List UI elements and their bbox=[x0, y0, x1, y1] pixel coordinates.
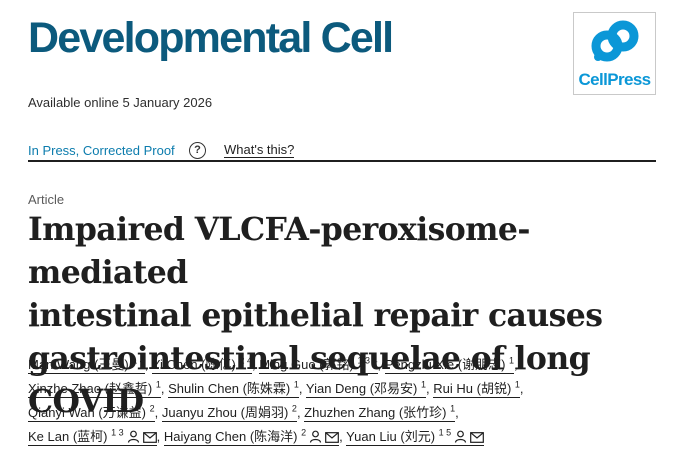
author-name: Shulin Chen (陈姝霖) bbox=[168, 381, 291, 396]
author-affiliation: 1 bbox=[293, 379, 299, 390]
help-icon[interactable]: ? bbox=[189, 142, 206, 159]
mail-icon bbox=[142, 427, 157, 451]
title-line: gastrointestinal sequelae of long COVID bbox=[28, 340, 591, 420]
author-name: Yuan Liu (刘元) bbox=[346, 429, 436, 444]
person-icon bbox=[309, 427, 322, 451]
author-affiliation: 2 4 bbox=[239, 355, 252, 366]
cellpress-symbol-icon bbox=[591, 20, 639, 62]
author-link[interactable]: Juanyu Zhou (周娟羽) 2 bbox=[161, 403, 297, 422]
author-link[interactable]: Xinzhe Zhao (赵鑫哲) 1 bbox=[28, 379, 161, 398]
author-name: Ming Guo (郭铭) bbox=[259, 357, 354, 372]
author-name: Haiyang Chen (陈海洋) bbox=[163, 429, 298, 444]
person-icon bbox=[127, 427, 140, 451]
author-affiliation: 1 bbox=[509, 355, 515, 366]
author-affiliation: 2 bbox=[149, 403, 155, 414]
author-list: Man Wang (王曼) 1 4, Yi Chen (陈亿) 2 4, Min… bbox=[28, 353, 668, 451]
author-link[interactable]: Rui Hu (胡锐) 1 bbox=[433, 379, 520, 398]
title-line: Impaired VLCFA-peroxisome-mediated bbox=[28, 211, 530, 291]
title-line: intestinal epithelial repair causes bbox=[28, 297, 603, 334]
author-name: Ke Lan (蓝柯) bbox=[28, 429, 108, 444]
author-name: Yi Chen (陈亿) bbox=[151, 357, 236, 372]
author-link[interactable]: Yian Deng (邓易安) 1 bbox=[305, 379, 427, 398]
author-name: Xinzhe Zhao (赵鑫哲) bbox=[28, 381, 153, 396]
author-link[interactable]: Man Wang (王曼) 1 4 bbox=[28, 355, 145, 374]
mail-icon bbox=[325, 427, 340, 451]
author-affiliation: 1 3 bbox=[111, 427, 124, 438]
status-bar: In Press, Corrected Proof ? What's this? bbox=[28, 142, 656, 162]
author-link[interactable]: Shulin Chen (陈姝霖) 1 bbox=[168, 379, 299, 398]
author-link[interactable]: Yi Chen (陈亿) 2 4 bbox=[151, 355, 252, 374]
author-affiliation: 1 bbox=[421, 379, 427, 390]
article-type: Article bbox=[28, 192, 65, 207]
author-name: Zhuzhen Zhang (张竹珍) bbox=[304, 405, 447, 420]
author-name: Qianyi Wan (万谦益) bbox=[28, 405, 146, 420]
author-link[interactable]: Yuan Liu (刘元) 1 5 bbox=[346, 427, 485, 446]
author-affiliation: 1 5 bbox=[438, 427, 452, 438]
cellpress-logo[interactable]: CellPress bbox=[573, 12, 656, 95]
author-name: Pengzhi Xie (谢朋志) bbox=[384, 357, 506, 372]
whats-this-link[interactable]: What's this? bbox=[224, 142, 295, 158]
mail-icon bbox=[470, 427, 485, 451]
author-name: Juanyu Zhou (周娟羽) bbox=[161, 405, 289, 420]
author-affiliation: 1 bbox=[450, 403, 456, 414]
cellpress-wordmark: CellPress bbox=[578, 70, 651, 89]
author-affiliation: 1 4 bbox=[132, 355, 145, 366]
availability-date: Available online 5 January 2026 bbox=[28, 95, 213, 110]
author-link[interactable]: Haiyang Chen (陈海洋) 2 bbox=[163, 427, 340, 446]
author-affiliation: 1 bbox=[155, 379, 161, 390]
author-name: Yian Deng (邓易安) bbox=[305, 381, 418, 396]
article-title: Impaired VLCFA-peroxisome-mediated intes… bbox=[28, 208, 668, 423]
author-link[interactable]: Qianyi Wan (万谦益) 2 bbox=[28, 403, 155, 422]
person-icon bbox=[454, 427, 467, 451]
author-link[interactable]: Pengzhi Xie (谢朋志) 1 bbox=[384, 355, 515, 374]
author-link[interactable]: Ke Lan (蓝柯) 1 3 bbox=[28, 427, 157, 446]
author-affiliation: 1 3 4 bbox=[357, 355, 378, 366]
journal-title[interactable]: Developmental Cell bbox=[28, 14, 394, 62]
in-press-link[interactable]: In Press, Corrected Proof bbox=[28, 143, 175, 158]
author-affiliation: 1 bbox=[514, 379, 520, 390]
author-affiliation: 2 bbox=[291, 403, 297, 414]
author-affiliation: 2 bbox=[301, 427, 307, 438]
author-link[interactable]: Ming Guo (郭铭) 1 3 4 bbox=[259, 355, 378, 374]
author-name: Man Wang (王曼) bbox=[28, 357, 129, 372]
author-name: Rui Hu (胡锐) bbox=[433, 381, 512, 396]
author-link[interactable]: Zhuzhen Zhang (张竹珍) 1 bbox=[304, 403, 456, 422]
